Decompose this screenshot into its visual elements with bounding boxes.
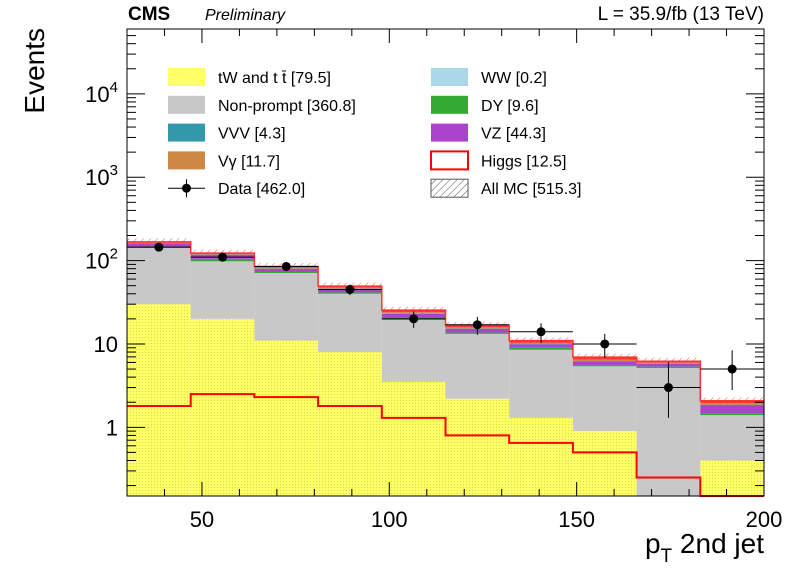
legend-label: Non-prompt [360.8]	[218, 98, 356, 115]
legend-label: Higgs [12.5]	[481, 153, 566, 170]
legend-entry: All MC [515.3]	[430, 178, 581, 198]
y-tick-label: 10	[94, 332, 118, 357]
legend-entry: tW and t t̄ [79.5]	[168, 68, 331, 87]
legend-label: Data [462.0]	[218, 181, 305, 198]
legend-label: All MC [515.3]	[481, 181, 581, 198]
stack-bar-texture	[700, 460, 764, 496]
stack-bar-texture	[254, 340, 319, 496]
legend-label: tW and t t̄ [79.5]	[218, 70, 331, 87]
x-axis: 50 100 150 200	[126, 29, 783, 532]
legend-label: DY [9.6]	[481, 98, 539, 115]
stack-total-line	[127, 241, 764, 402]
legend-entry: Higgs [12.5]	[430, 150, 566, 171]
data-point	[727, 364, 737, 374]
legend-entry: VVV [4.3]	[168, 123, 286, 143]
stack-bar	[700, 415, 764, 461]
data-point	[345, 285, 355, 295]
stack-bar-texture	[190, 318, 255, 496]
legend-entry: WW [0.2]	[431, 68, 547, 87]
y-tick-label: 102	[85, 246, 118, 274]
x-tick-label: 150	[558, 507, 595, 532]
data-points	[127, 242, 764, 418]
stack-bar	[509, 347, 573, 350]
y-tick-label: 103	[85, 162, 118, 190]
x-tick-label: 50	[190, 507, 214, 532]
legend-swatch	[430, 150, 469, 171]
y-tick-label: 1	[106, 415, 118, 440]
stack-bar-texture	[127, 304, 191, 496]
stack-bar	[127, 247, 191, 305]
data-point	[409, 314, 419, 324]
legend-swatch	[431, 95, 468, 114]
x-tick-label: 200	[746, 507, 783, 532]
y-axis: 1 10 102 103 104	[85, 28, 764, 487]
stack-bar	[254, 271, 319, 273]
stack-bar-texture	[381, 381, 446, 496]
legend-label: WW [0.2]	[481, 70, 547, 87]
y-tick-label: 104	[85, 79, 118, 107]
higgs-line	[127, 393, 764, 497]
stack-bar	[381, 319, 446, 382]
x-axis-label-rest: 2nd jet	[672, 528, 764, 559]
legend-swatch	[431, 123, 468, 142]
x-axis-label: pT 2nd jet	[645, 528, 764, 567]
legend-entry: DY [9.6]	[431, 95, 539, 115]
x-axis-label-sub: T	[661, 546, 673, 567]
data-point	[154, 242, 164, 252]
stack-bar	[190, 261, 255, 319]
stack-bar	[509, 349, 573, 418]
data-point	[472, 320, 482, 330]
experiment-label: CMS	[128, 4, 170, 25]
legend-marker	[182, 183, 191, 193]
stack-bar-texture	[318, 352, 382, 496]
legend-label: Vγ [11.7]	[218, 153, 280, 170]
status-label: Preliminary	[205, 7, 286, 24]
stack-bar	[572, 361, 637, 365]
stack-bar	[445, 333, 510, 399]
stack-bar	[572, 366, 637, 432]
legend-entry: Vγ [11.7]	[168, 151, 280, 170]
legend-swatch	[168, 123, 205, 142]
plot-area: 50 100 150 200 1 10 102 103 104	[85, 28, 783, 532]
legend-entry: Data [462.0]	[168, 179, 305, 198]
stack-bar	[254, 272, 319, 341]
data-point	[218, 252, 228, 262]
x-axis-label-main: p	[645, 528, 661, 559]
stack-bar	[572, 364, 637, 367]
lumi-label: L = 35.9/fb (13 TeV)	[598, 4, 764, 25]
stack-bar	[509, 344, 573, 348]
stack-bar	[318, 293, 382, 353]
legend-label: VVV [4.3]	[218, 126, 286, 143]
stack-bar-texture	[572, 431, 637, 496]
legend-entry: Non-prompt [360.8]	[168, 95, 356, 115]
stack-bar-texture	[445, 398, 510, 496]
legend: tW and t t̄ [79.5] WW [0.2] Non-prompt [36…	[168, 68, 581, 198]
plot-frame	[126, 28, 765, 497]
stack-bar-texture	[509, 417, 573, 496]
legend-swatch	[168, 95, 205, 114]
legend-label: VZ [44.3]	[481, 126, 546, 143]
y-axis-label: Events	[19, 28, 50, 114]
stack-bar	[700, 413, 764, 416]
legend-swatch	[168, 151, 205, 170]
legend-swatch	[430, 178, 469, 198]
data-point	[600, 339, 610, 349]
data-point	[663, 383, 673, 393]
legend-swatch	[168, 68, 205, 86]
stack-bar	[700, 405, 764, 414]
legend-swatch	[431, 68, 468, 86]
data-point	[281, 261, 291, 271]
legend-entry: VZ [44.3]	[431, 123, 546, 143]
x-tick-label: 100	[371, 507, 408, 532]
stack-tw-and-t-t-	[127, 304, 764, 496]
data-point	[536, 327, 546, 337]
